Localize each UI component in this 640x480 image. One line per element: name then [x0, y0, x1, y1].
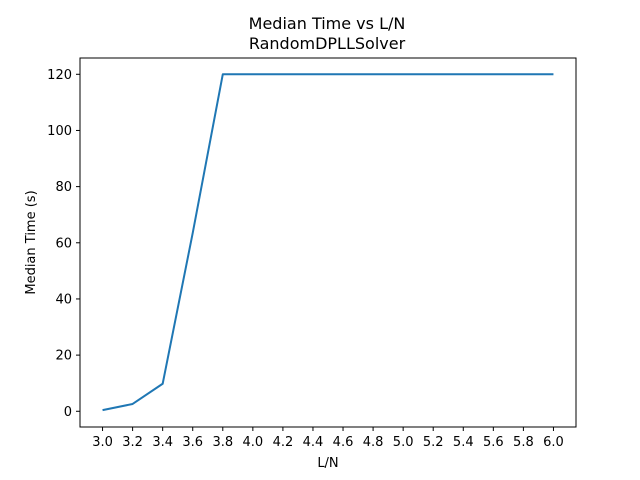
chart-subtitle: RandomDPLLSolver — [249, 34, 406, 53]
x-tick-label: 3.6 — [182, 435, 203, 450]
plot-area-frame — [79, 57, 577, 428]
chart-title: Median Time vs L/N — [249, 14, 406, 33]
x-tick-label: 6.0 — [543, 435, 564, 450]
x-axis: 3.0 3.2 3.4 3.6 3.8 4.0 4.2 4.4 4.6 4.8 5.0 5.2 5.4 5… — [92, 427, 564, 450]
series-line — [102, 73, 554, 412]
x-tick-label: 3.8 — [212, 435, 233, 450]
x-tick-label: 3.2 — [122, 435, 143, 450]
x-tick-label: 4.8 — [363, 435, 384, 450]
x-axis-label: L/N — [317, 456, 338, 471]
x-tick-label: 5.4 — [453, 435, 474, 450]
y-axis-label: Median Time (s) — [24, 190, 39, 294]
x-tick-label: 3.4 — [152, 435, 173, 450]
x-tick-label: 4.4 — [303, 435, 324, 450]
y-tick-label: 40 — [55, 292, 72, 307]
x-tick-label: 4.0 — [243, 435, 264, 450]
y-axis: 0 20 40 60 80 100 120 — [47, 68, 80, 420]
x-tick-label: 4.6 — [333, 435, 354, 450]
y-tick-label: 100 — [47, 124, 72, 139]
y-tick-label: 20 — [55, 349, 72, 364]
x-tick-label: 5.0 — [393, 435, 414, 450]
series-layer — [102, 73, 554, 412]
y-tick-label: 80 — [55, 180, 72, 195]
x-tick-label: 5.6 — [483, 435, 504, 450]
x-tick-label: 3.0 — [92, 435, 113, 450]
x-tick-label: 5.8 — [513, 435, 534, 450]
x-tick-label: 4.2 — [273, 435, 294, 450]
x-tick-label: 5.2 — [423, 435, 444, 450]
y-tick-label: 60 — [55, 236, 72, 251]
y-tick-label: 0 — [64, 405, 72, 420]
y-tick-label: 120 — [47, 68, 72, 83]
